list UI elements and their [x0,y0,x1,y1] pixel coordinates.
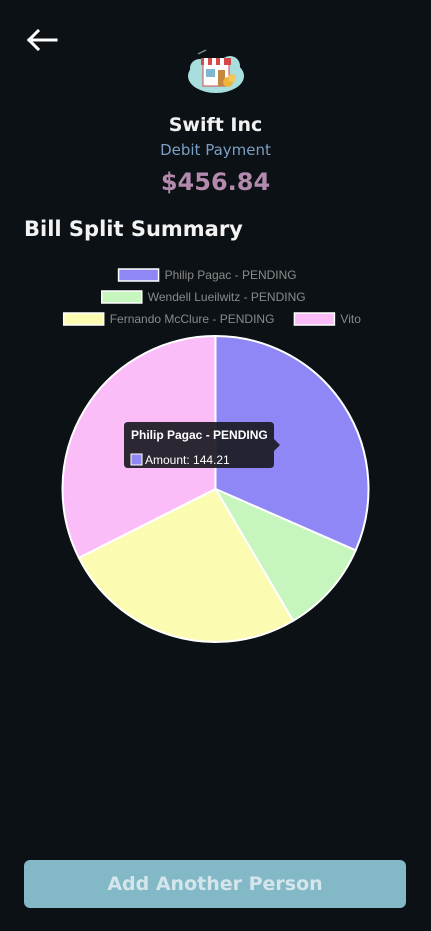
back-button[interactable] [24,26,60,54]
merchant-name: Swift Inc [168,114,263,136]
pie-slice[interactable] [77,487,295,643]
payment-type: Debit Payment [160,141,271,159]
tooltip-box [124,422,280,468]
tooltip-swatch [130,453,143,466]
legend-item[interactable]: Wendell Lueilwitz - PENDING [101,290,306,304]
legend-item[interactable]: Philip Pagac - PENDING [117,268,297,282]
section-title: Bill Split Summary [24,217,243,241]
legend-label: Fernando McClure - PENDING [110,312,275,326]
tooltip-body: Amount: 144.21 [145,453,230,467]
legend-item[interactable]: Fernando McClure - PENDING [62,312,275,326]
tooltip-title: Philip Pagac - PENDING [131,428,268,442]
legend-label: Wendell Lueilwitz - PENDING [148,290,306,304]
bill-split-chart: Philip Pagac - PENDING Wendell Lueilwitz … [0,255,431,775]
legend-swatch [293,312,336,326]
arrow-left-icon [26,28,58,52]
pie-chart: Philip Pagac - PENDING Wendell Lueilwitz … [61,268,370,643]
legend-swatch [117,268,160,282]
legend-label: Philip Pagac - PENDING [165,268,297,282]
pie-slice[interactable] [214,334,370,552]
storefront-icon [186,46,246,96]
chart-tooltip: Philip Pagac - PENDING Amount: 144.21 [124,422,280,468]
legend-swatch [62,312,105,326]
pie-slice[interactable] [213,486,357,623]
legend-swatch [101,290,143,304]
payment-amount: $456.84 [160,168,271,196]
legend-item[interactable]: Vito [293,312,361,326]
legend-label: Vito [340,312,361,326]
add-another-person-button[interactable]: Add Another Person [24,860,406,908]
